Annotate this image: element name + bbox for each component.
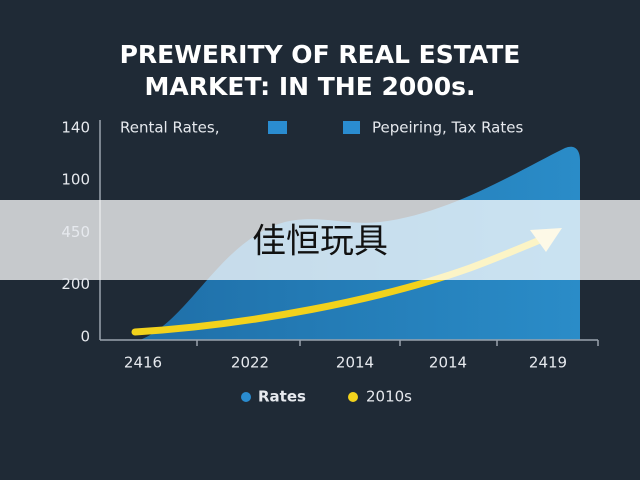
legend-label: 2010s — [366, 388, 412, 406]
legend-label: Rates — [258, 388, 306, 406]
y-axis-label: 140 — [61, 119, 90, 137]
title-line: PREWERITY OF REAL ESTATE — [120, 40, 521, 69]
legend-label: Pepeiring, Tax Rates — [372, 119, 523, 137]
x-axis-label: 2419 — [529, 354, 567, 372]
watermark: 佳恒玩具 — [252, 222, 388, 262]
x-axis-label: 2014 — [429, 354, 467, 372]
y-axis-label: 0 — [80, 327, 90, 345]
x-axis-labels: 2416 2022 2014 2014 2419 — [124, 354, 567, 372]
legend-swatch — [343, 121, 360, 134]
y-axis-labels: 140 100 450 200 0 — [61, 119, 90, 346]
legend-dot — [241, 392, 251, 402]
x-axis-ticks — [196, 340, 599, 346]
watermark-band — [0, 200, 640, 280]
y-axis-label: 450 — [61, 223, 90, 241]
legend-label: Rental Rates, — [120, 119, 219, 137]
title-line: MARKET: IN THE 2000s. — [145, 72, 476, 101]
y-axis-label: 200 — [61, 275, 90, 293]
x-axis-label: 2014 — [336, 354, 374, 372]
y-axis-label: 100 — [61, 171, 90, 189]
x-axis-label: 2416 — [124, 354, 162, 372]
legend-dot — [348, 392, 358, 402]
x-axis-label: 2022 — [231, 354, 269, 372]
legend-swatch — [268, 121, 287, 134]
